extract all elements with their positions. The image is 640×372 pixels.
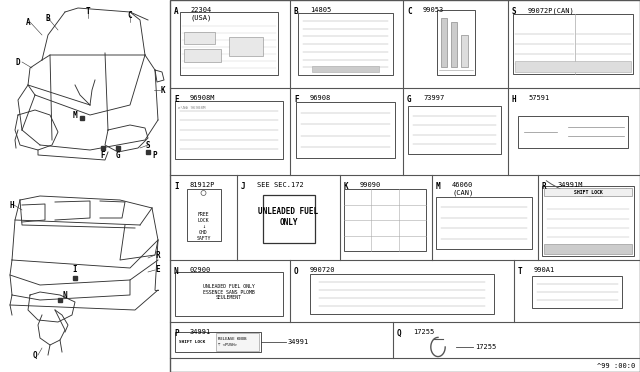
Bar: [229, 37, 263, 56]
Text: N: N: [174, 267, 179, 276]
Bar: [298, 13, 393, 75]
Bar: [262, 195, 314, 243]
Text: ▽ <PUSH>: ▽ <PUSH>: [218, 343, 237, 347]
Text: R: R: [542, 182, 547, 191]
Bar: [180, 12, 278, 75]
Bar: [436, 197, 532, 249]
Text: Q: Q: [33, 350, 37, 359]
Text: J: J: [241, 182, 246, 191]
Text: M: M: [436, 182, 440, 191]
Text: 17255: 17255: [413, 329, 435, 335]
Text: SHIFT LOCK: SHIFT LOCK: [573, 189, 602, 195]
Text: 99053: 99053: [423, 7, 444, 13]
Bar: [312, 66, 379, 72]
Bar: [175, 272, 283, 316]
Text: 14805: 14805: [310, 7, 332, 13]
Bar: [451, 22, 456, 67]
Text: T: T: [86, 6, 90, 16]
Bar: [216, 333, 259, 351]
Text: 02900: 02900: [190, 267, 211, 273]
Text: I: I: [73, 266, 77, 275]
Bar: [532, 276, 622, 308]
Text: I: I: [174, 182, 179, 191]
Bar: [544, 188, 632, 196]
Text: C: C: [128, 10, 132, 19]
Text: H: H: [512, 95, 516, 104]
Text: G: G: [407, 95, 412, 104]
Text: FREE
LOCK
↓
GHD
SAFTY: FREE LOCK ↓ GHD SAFTY: [196, 212, 211, 241]
Text: 34991: 34991: [288, 339, 309, 345]
Text: S: S: [512, 7, 516, 16]
Text: 46060
(CAN): 46060 (CAN): [452, 182, 473, 196]
Bar: [344, 189, 426, 251]
Text: A: A: [26, 17, 30, 26]
Text: ^99 :00:0: ^99 :00:0: [596, 363, 635, 369]
Text: A: A: [174, 7, 179, 16]
Text: B: B: [294, 7, 299, 16]
Bar: [186, 189, 221, 241]
Text: Q: Q: [397, 329, 402, 338]
Text: RELEASE KNOB: RELEASE KNOB: [218, 337, 246, 341]
Text: e\N⊕ 96908M: e\N⊕ 96908M: [178, 106, 205, 110]
Text: E: E: [156, 266, 160, 275]
Text: 34991M: 34991M: [558, 182, 584, 188]
Text: 34991: 34991: [190, 329, 211, 335]
Text: B: B: [45, 13, 51, 22]
Bar: [408, 106, 501, 154]
Text: R: R: [156, 250, 160, 260]
Bar: [461, 35, 467, 67]
Text: 99072P(CAN): 99072P(CAN): [528, 7, 575, 13]
Bar: [515, 61, 631, 72]
Text: 57591: 57591: [528, 95, 549, 101]
Text: UNLEADED FUEL
ONLY: UNLEADED FUEL ONLY: [259, 207, 319, 227]
Text: 990A1: 990A1: [534, 267, 556, 273]
Text: M: M: [73, 110, 77, 119]
Text: P: P: [174, 329, 179, 338]
Text: G: G: [116, 151, 120, 160]
Text: F: F: [100, 151, 106, 160]
Text: T: T: [518, 267, 523, 276]
Bar: [296, 102, 395, 158]
Text: K: K: [161, 86, 165, 94]
Text: 96908M: 96908M: [190, 95, 216, 101]
Text: 990720: 990720: [310, 267, 335, 273]
Text: P: P: [153, 151, 157, 160]
Text: N: N: [63, 291, 67, 299]
Circle shape: [201, 190, 206, 196]
Text: F: F: [294, 95, 299, 104]
Bar: [544, 244, 632, 254]
Text: D: D: [16, 58, 20, 67]
Text: 73997: 73997: [423, 95, 444, 101]
Text: S: S: [146, 141, 150, 150]
Text: 22304
(USA): 22304 (USA): [190, 7, 211, 20]
Bar: [542, 186, 634, 256]
Bar: [170, 0, 640, 372]
Bar: [518, 116, 628, 148]
Bar: [175, 101, 283, 159]
Text: 99090: 99090: [360, 182, 381, 188]
Bar: [440, 18, 447, 67]
Bar: [175, 332, 261, 352]
Text: O: O: [294, 267, 299, 276]
Bar: [310, 274, 494, 314]
Text: 96908: 96908: [310, 95, 332, 101]
Bar: [436, 10, 474, 75]
Bar: [513, 14, 633, 74]
Text: SEE SEC.172: SEE SEC.172: [257, 182, 304, 188]
Text: E: E: [174, 95, 179, 104]
Text: K: K: [344, 182, 349, 191]
Text: H: H: [10, 201, 14, 209]
Text: 81912P: 81912P: [190, 182, 216, 188]
Text: 17255: 17255: [475, 344, 496, 350]
Bar: [184, 48, 221, 62]
Text: UNLEADED FUEL ONLY
ESSENCE SANS PLOMB
SEULEMENT: UNLEADED FUEL ONLY ESSENCE SANS PLOMB SE…: [203, 284, 255, 300]
Text: SHIFT LOCK: SHIFT LOCK: [179, 340, 205, 344]
Bar: [184, 32, 215, 44]
Text: C: C: [407, 7, 412, 16]
